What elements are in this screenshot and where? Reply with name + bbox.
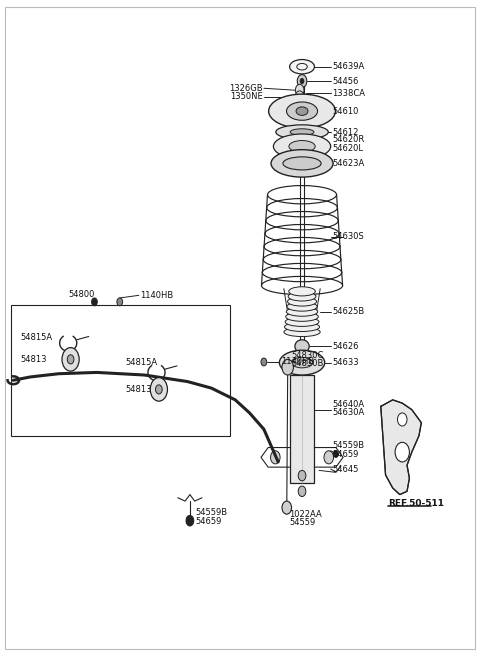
Ellipse shape (287, 302, 317, 311)
Circle shape (298, 486, 306, 497)
Text: 1022AA: 1022AA (289, 510, 322, 519)
Ellipse shape (287, 307, 318, 316)
Ellipse shape (285, 318, 319, 327)
Ellipse shape (286, 312, 318, 321)
Text: 54800: 54800 (68, 289, 95, 298)
Text: 54625B: 54625B (332, 307, 364, 316)
Circle shape (156, 385, 162, 394)
Text: 54620L: 54620L (332, 144, 363, 153)
Text: 1350NE: 1350NE (230, 92, 263, 101)
FancyBboxPatch shape (289, 375, 314, 483)
Ellipse shape (271, 150, 333, 177)
Circle shape (395, 442, 409, 462)
Text: 54630A: 54630A (332, 409, 364, 417)
Text: 54815A: 54815A (125, 358, 157, 367)
Circle shape (271, 451, 280, 464)
Text: 54456: 54456 (332, 77, 359, 85)
Text: 54645: 54645 (332, 464, 359, 474)
Circle shape (62, 348, 79, 371)
Ellipse shape (269, 94, 336, 128)
Text: 54813: 54813 (125, 385, 152, 394)
Ellipse shape (295, 340, 309, 353)
Text: 54559: 54559 (289, 518, 315, 527)
Text: 54659: 54659 (332, 449, 359, 459)
Circle shape (117, 298, 122, 306)
Text: 54813: 54813 (21, 355, 47, 364)
Text: 54639A: 54639A (332, 62, 364, 72)
Text: 54830C: 54830C (291, 351, 324, 360)
Text: 54659: 54659 (196, 517, 222, 526)
Text: 54626: 54626 (332, 342, 359, 351)
Text: 54630S: 54630S (332, 232, 364, 241)
Circle shape (324, 451, 334, 464)
Circle shape (298, 470, 306, 481)
Circle shape (300, 79, 304, 84)
Text: 54620R: 54620R (332, 135, 364, 144)
Ellipse shape (276, 125, 328, 139)
Polygon shape (381, 400, 421, 495)
Ellipse shape (283, 157, 321, 170)
Circle shape (334, 451, 338, 457)
Circle shape (150, 378, 168, 401)
Circle shape (92, 298, 97, 306)
Circle shape (295, 85, 304, 96)
Circle shape (295, 91, 304, 102)
Ellipse shape (285, 322, 320, 331)
Text: 1326GB: 1326GB (229, 84, 263, 92)
Circle shape (397, 413, 407, 426)
Ellipse shape (291, 358, 313, 368)
Text: 54610: 54610 (332, 107, 359, 115)
Circle shape (67, 355, 74, 364)
Text: 1338CA: 1338CA (332, 89, 365, 98)
Circle shape (297, 75, 307, 88)
Ellipse shape (287, 102, 318, 120)
Circle shape (261, 358, 267, 366)
Bar (11, 305, 230, 436)
Ellipse shape (289, 60, 314, 74)
Text: 1140HB: 1140HB (281, 358, 315, 367)
Text: REF.50-511: REF.50-511 (388, 499, 444, 508)
Text: 54633: 54633 (332, 358, 359, 367)
Circle shape (282, 501, 291, 514)
Ellipse shape (289, 140, 315, 152)
Ellipse shape (288, 292, 316, 301)
Text: 54612: 54612 (332, 127, 359, 136)
Ellipse shape (279, 350, 324, 375)
Ellipse shape (288, 297, 316, 306)
Text: 54623A: 54623A (332, 159, 364, 168)
Ellipse shape (290, 129, 314, 135)
Circle shape (282, 359, 293, 375)
Text: 54640A: 54640A (332, 400, 364, 409)
Text: 1140HB: 1140HB (140, 291, 173, 300)
Text: 54830B: 54830B (291, 359, 324, 369)
Text: 54559B: 54559B (332, 441, 364, 450)
Text: 54559B: 54559B (196, 508, 228, 518)
Ellipse shape (274, 134, 331, 159)
Ellipse shape (284, 327, 320, 337)
Circle shape (186, 516, 194, 526)
Ellipse shape (289, 287, 315, 296)
Text: 54815A: 54815A (21, 333, 53, 342)
Ellipse shape (296, 107, 308, 115)
